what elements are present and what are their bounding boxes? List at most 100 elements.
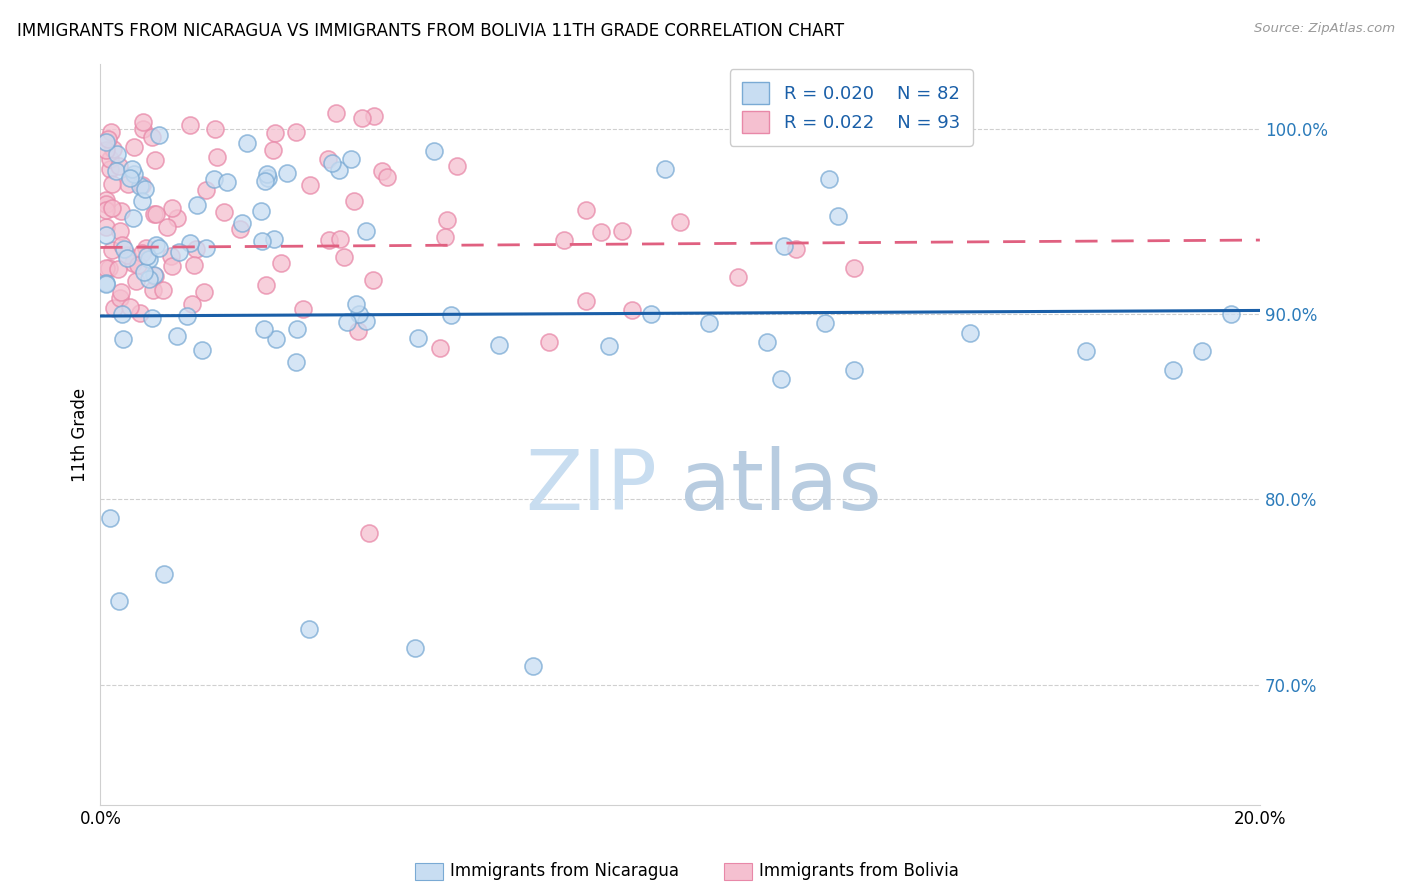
Point — [959, 326, 981, 340]
Point — [94, 193, 117, 207]
Point — [160, 259, 183, 273]
Point — [166, 211, 188, 225]
Point — [228, 222, 250, 236]
Point — [143, 268, 166, 282]
Point — [101, 178, 124, 192]
Point — [256, 171, 278, 186]
Point — [152, 283, 174, 297]
Point — [446, 159, 468, 173]
Point — [142, 206, 165, 220]
Point — [117, 178, 139, 192]
Point — [110, 292, 132, 306]
Point — [111, 307, 134, 321]
Point — [94, 277, 117, 292]
Point — [94, 203, 117, 218]
Point — [827, 209, 849, 223]
Point — [153, 566, 176, 581]
Point — [115, 248, 138, 262]
Point — [375, 170, 398, 185]
Point — [263, 232, 285, 246]
Point — [180, 296, 202, 310]
Point — [101, 202, 124, 216]
Point — [621, 302, 644, 317]
Point — [105, 147, 128, 161]
Point — [129, 306, 152, 320]
Point — [284, 124, 307, 138]
Point — [110, 223, 132, 237]
Point — [640, 307, 662, 321]
Point — [156, 220, 179, 235]
Point — [236, 136, 259, 150]
Point — [1161, 362, 1184, 376]
Point — [176, 309, 198, 323]
Point — [347, 324, 370, 338]
Point — [110, 285, 132, 299]
Point — [727, 270, 749, 285]
Point — [186, 243, 208, 257]
Point — [134, 182, 156, 196]
Text: Immigrants from Nicaragua: Immigrants from Nicaragua — [450, 863, 679, 880]
Point — [122, 167, 145, 181]
Point — [179, 236, 201, 251]
Point — [94, 228, 117, 243]
Point — [336, 315, 359, 329]
Point — [329, 232, 352, 246]
Point — [589, 225, 612, 239]
Point — [94, 136, 117, 150]
Point — [134, 265, 156, 279]
Point — [772, 238, 794, 252]
Point — [129, 179, 152, 194]
Point — [111, 332, 134, 346]
Point — [488, 337, 510, 351]
Point — [404, 640, 426, 655]
Point — [103, 143, 125, 157]
Point — [112, 242, 135, 256]
Point — [298, 622, 321, 636]
Point — [354, 224, 377, 238]
Point — [285, 322, 308, 336]
Point — [94, 144, 117, 158]
Legend: R = 0.020    N = 82, R = 0.022    N = 93: R = 0.020 N = 82, R = 0.022 N = 93 — [730, 70, 973, 146]
Point — [166, 328, 188, 343]
Point — [321, 156, 343, 170]
Point — [105, 163, 128, 178]
Point — [814, 317, 837, 331]
Point — [270, 256, 292, 270]
Point — [328, 163, 350, 178]
Point — [408, 331, 430, 345]
Point — [111, 238, 134, 252]
Point — [115, 251, 138, 265]
Point — [132, 115, 155, 129]
Point — [127, 258, 149, 272]
Point — [98, 511, 121, 525]
Point — [145, 207, 167, 221]
Point — [785, 243, 807, 257]
Text: IMMIGRANTS FROM NICARAGUA VS IMMIGRANTS FROM BOLIVIA 11TH GRADE CORRELATION CHAR: IMMIGRANTS FROM NICARAGUA VS IMMIGRANTS … — [17, 22, 844, 40]
Point — [264, 332, 287, 346]
Point — [143, 153, 166, 168]
Point — [276, 166, 298, 180]
Point — [204, 122, 226, 136]
Point — [131, 245, 153, 260]
Point — [136, 249, 159, 263]
Point — [120, 300, 142, 314]
Point — [98, 260, 121, 275]
Point — [202, 172, 225, 186]
Point — [212, 204, 235, 219]
Point — [429, 341, 451, 355]
Point — [434, 230, 457, 244]
Point — [148, 128, 170, 142]
Point — [98, 152, 121, 166]
Point — [354, 314, 377, 328]
Point — [436, 212, 458, 227]
Point — [842, 260, 865, 275]
Point — [141, 311, 163, 326]
Point — [169, 244, 191, 259]
Point — [325, 106, 347, 120]
Point — [361, 273, 384, 287]
Point — [193, 285, 215, 300]
Point — [1074, 344, 1097, 359]
Point — [316, 152, 339, 166]
Point — [183, 258, 205, 272]
Point — [254, 174, 277, 188]
